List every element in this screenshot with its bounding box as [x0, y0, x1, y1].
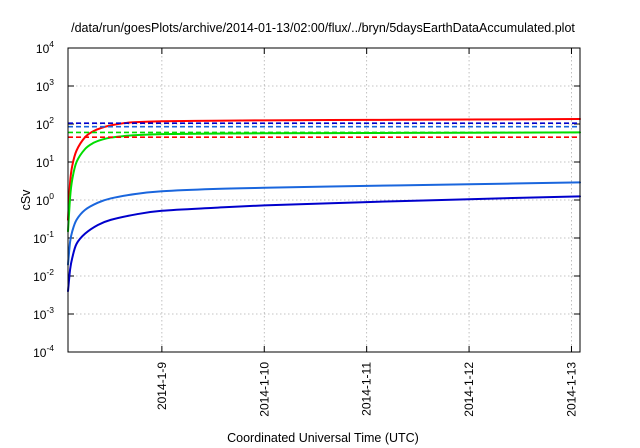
y-axis-label: cSv	[19, 189, 33, 211]
chart-title: /data/run/goesPlots/archive/2014-01-13/0…	[71, 21, 575, 35]
y-tick-label: 101	[36, 153, 54, 170]
x-tick-label: 2014-1-9	[155, 362, 169, 410]
y-tick-label: 103	[36, 77, 54, 94]
y-tick-label: 10-1	[33, 229, 54, 246]
y-tick-label: 102	[36, 115, 54, 132]
x-tick-label: 2014-1-13	[564, 362, 578, 417]
x-axis-label: Coordinated Universal Time (UTC)	[227, 431, 419, 445]
series-line-2	[67, 131, 581, 233]
grid	[68, 48, 580, 352]
x-tick-label: 2014-1-12	[462, 362, 476, 417]
axis-ticks: 10-4 10-3 10-2 10-1 100 101 102 103 104 2014-1-9 2…	[33, 39, 580, 417]
series-line-3	[67, 181, 581, 266]
y-tick-label: 10-3	[33, 305, 54, 322]
y-tick-label: 104	[36, 39, 54, 56]
series-line-4	[67, 195, 581, 293]
x-tick-label: 2014-1-10	[257, 362, 271, 417]
y-tick-label: 100	[36, 191, 54, 208]
series-line-1	[67, 118, 581, 221]
series-group	[67, 118, 581, 293]
y-tick-label: 10-2	[33, 267, 54, 284]
plot-frame	[67, 47, 581, 353]
y-tick-label: 10-4	[33, 343, 54, 360]
x-tick-label: 2014-1-11	[360, 362, 374, 416]
